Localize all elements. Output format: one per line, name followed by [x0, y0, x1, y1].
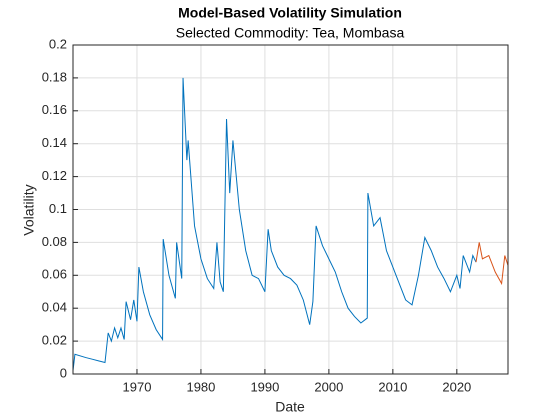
chart-subtitle: Selected Commodity: Tea, Mombasa	[176, 25, 405, 41]
series-line	[72, 77, 477, 371]
y-tick-label: 0.02	[42, 333, 67, 348]
y-tick-label: 0.06	[42, 267, 67, 282]
y-tick-label: 0.1	[49, 201, 67, 216]
series-line	[475, 242, 509, 286]
y-tick-label: 0.14	[42, 135, 67, 150]
y-axis-label: Volatility	[21, 184, 37, 235]
y-tick-label: 0.12	[42, 168, 67, 183]
x-axis-label: Date	[275, 399, 305, 415]
axes-box	[72, 44, 509, 375]
x-tick-label: 1980	[186, 379, 215, 394]
x-tick-label: 2020	[442, 379, 471, 394]
y-tick-label: 0	[60, 365, 67, 380]
y-tick-label: 0.2	[49, 36, 67, 51]
y-tick-label: 0.04	[42, 300, 67, 315]
chart-title: Model-Based Volatility Simulation	[178, 5, 402, 21]
y-tick-label: 0.08	[42, 234, 67, 249]
x-tick-label: 2000	[314, 379, 343, 394]
x-tick-label: 1970	[123, 379, 152, 394]
x-tick-label: 2010	[378, 379, 407, 394]
x-tick-label: 1990	[250, 379, 279, 394]
y-tick-label: 0.18	[42, 69, 67, 84]
y-tick-label: 0.16	[42, 102, 67, 117]
